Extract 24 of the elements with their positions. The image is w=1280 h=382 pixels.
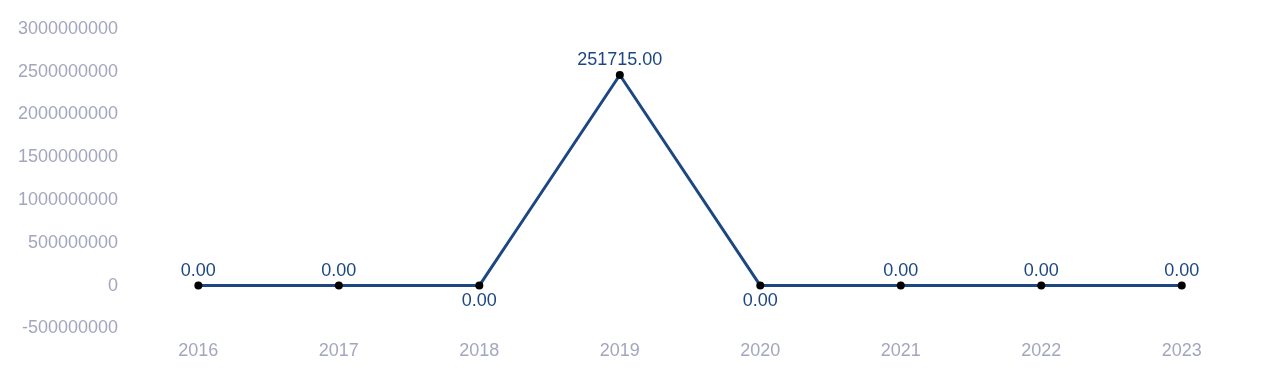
x-tick-label: 2021	[880, 340, 921, 361]
y-tick-label: 3000000000	[18, 17, 119, 38]
x-tick-label: 2019	[599, 340, 640, 361]
annotation: 0.00	[461, 289, 497, 310]
y-tick-label: 2500000000	[18, 60, 119, 81]
annotation: 0.00	[180, 259, 216, 280]
y-tick-label: 1500000000	[18, 146, 119, 167]
annotation: 0.00	[742, 289, 778, 310]
y-tick-label: -500000000	[22, 317, 119, 338]
y-tick-label: 500000000	[28, 231, 119, 252]
x-tick-label: 2017	[318, 340, 359, 361]
y-tick-label: 2000000000	[18, 103, 119, 124]
annotation: 0.00	[1023, 259, 1059, 280]
x-tick-label: 2018	[459, 340, 500, 361]
annotation: 251715.00	[577, 48, 663, 69]
y-tick-label: 1000000000	[18, 188, 119, 209]
x-tick-label: 2023	[1161, 340, 1202, 361]
annotation: 0.00	[883, 259, 919, 280]
y-tick-label: 0	[108, 274, 119, 295]
x-tick-label: 2016	[178, 340, 219, 361]
annotation: 0.00	[1164, 259, 1200, 280]
annotation: 0.00	[321, 259, 357, 280]
x-tick-label: 2020	[740, 340, 781, 361]
x-tick-label: 2022	[1021, 340, 1062, 361]
